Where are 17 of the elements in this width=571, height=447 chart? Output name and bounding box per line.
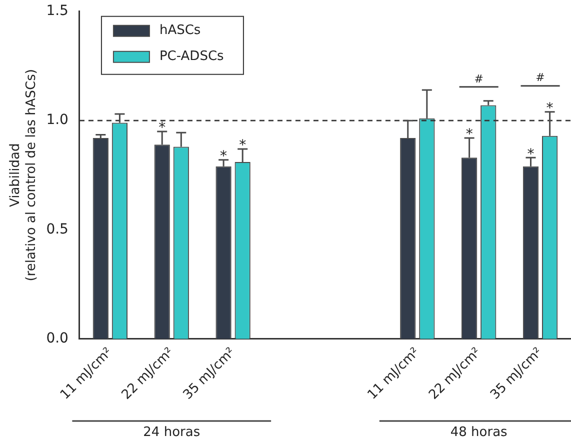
y-tick-label: 0.5 xyxy=(46,221,68,238)
annotation: # xyxy=(536,71,545,84)
data-label: * xyxy=(527,146,534,162)
data-label: * xyxy=(239,138,246,154)
y-tick-label: 1.5 xyxy=(46,3,68,20)
legend-label: PC-ADSCs xyxy=(159,48,224,64)
text: 24 horas xyxy=(143,424,200,440)
data-label: * xyxy=(220,148,228,165)
y-tick-label: 0.0 xyxy=(46,330,68,347)
data-label: * xyxy=(546,100,554,116)
y-axis-title: Viabilidad (relativo al control de las hASCs) xyxy=(8,69,39,282)
data-label: * xyxy=(158,120,166,136)
legend-label: hASCs xyxy=(159,22,201,38)
y-tick-label: 1.0 xyxy=(46,112,68,128)
annotation: # xyxy=(474,72,484,86)
data-label: * xyxy=(466,126,473,143)
text: 48 horas xyxy=(450,424,508,440)
